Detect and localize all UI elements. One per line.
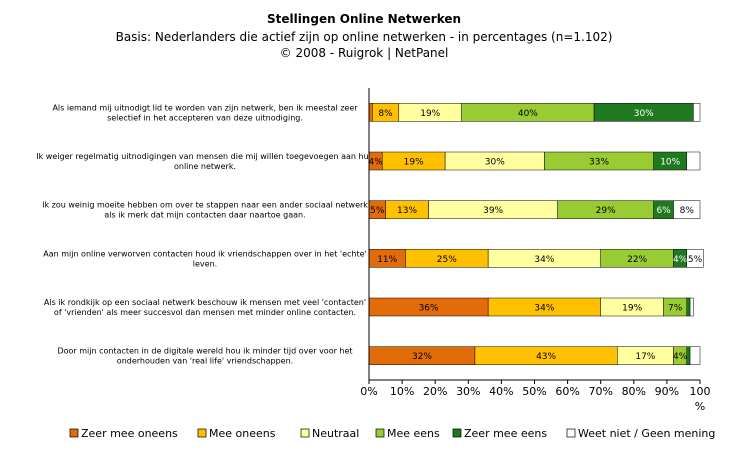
data-label: 29% [596, 206, 616, 216]
data-label: 32% [412, 352, 432, 362]
data-label: 6% [656, 206, 671, 216]
legend-label: Zeer mee eens [464, 427, 547, 440]
legend-label: Mee oneens [209, 427, 276, 440]
legend: Zeer mee oneens Mee oneens Neutraal Mee een… [69, 427, 715, 440]
x-tick-label: 50% [522, 385, 546, 398]
bar-segment [689, 346, 701, 365]
data-label: 34% [534, 255, 554, 265]
category-label: Als ik rondkijk op een sociaal netwerk b… [44, 298, 366, 317]
bar-segment [689, 297, 694, 317]
chart-title: Stellingen Online Netwerken [267, 12, 461, 26]
category-label: Als iemand mij uitnodigt lid te worden v… [52, 103, 358, 122]
x-tick-label: 10% [390, 385, 414, 398]
x-tick-label: 100 [690, 385, 711, 398]
x-tick-label: 90% [655, 385, 679, 398]
x-tick-label: 30% [456, 385, 480, 398]
chart-source: © 2008 - Ruigrok | NetPanel [280, 46, 449, 60]
legend-swatch [452, 428, 462, 438]
legend-swatch [566, 428, 576, 438]
category-label: Door mijn contacten in de digitale werel… [57, 347, 352, 366]
category-label: Ik zou weinig moeite hebben om over te s… [42, 201, 368, 220]
legend-label: Mee eens [387, 427, 440, 440]
legend-swatch [300, 428, 310, 438]
data-label: 25% [437, 255, 457, 265]
x-tick-label: 40% [489, 385, 513, 398]
data-label: 39% [483, 206, 503, 216]
data-label: 30% [485, 158, 505, 168]
plot-area: Als iemand mij uitnodigt lid te worden v… [36, 88, 711, 413]
bar-segment [686, 151, 701, 171]
data-label: 10% [660, 158, 680, 168]
data-label: 19% [622, 304, 642, 314]
data-label: 8% [378, 109, 393, 119]
bar-segment [673, 200, 701, 219]
data-label: 43% [536, 352, 556, 362]
legend-label: Neutraal [312, 427, 359, 440]
chart-subtitle: Basis: Nederlanders die actief zijn op o… [116, 30, 613, 44]
legend-label: Weet niet / Geen mening [578, 427, 715, 440]
data-label: 11% [377, 255, 397, 265]
data-label: 40% [518, 109, 538, 119]
data-label: 5% [688, 255, 703, 265]
bar-segment [686, 249, 704, 268]
data-label: 4% [673, 255, 688, 265]
data-label: 4% [673, 352, 688, 362]
data-label: 7% [668, 304, 683, 314]
x-tick-label: 0% [360, 385, 377, 398]
legend-label: Zeer mee oneens [81, 427, 178, 440]
data-label: 19% [420, 109, 440, 119]
x-unit-label: % [695, 400, 705, 413]
category-label: Ik weiger regelmatig uitnodigingen van m… [36, 152, 373, 171]
bar-segment [686, 346, 691, 365]
category-label: Aan mijn online verworven contacten houd… [43, 249, 367, 268]
bar-segment [693, 103, 701, 122]
x-tick-label: 60% [555, 385, 579, 398]
data-label: 30% [634, 109, 654, 119]
x-tick-label: 20% [423, 385, 447, 398]
legend-swatch [375, 428, 385, 438]
legend-swatch [197, 428, 207, 438]
legend-swatch [69, 428, 79, 438]
x-tick-label: 80% [622, 385, 646, 398]
data-label: 34% [534, 304, 554, 314]
data-label: 36% [419, 304, 439, 314]
data-label: 19% [404, 158, 424, 168]
data-label: 5% [370, 206, 385, 216]
data-label: 22% [627, 255, 647, 265]
data-label: 33% [589, 158, 609, 168]
bar-segment [686, 297, 691, 317]
x-tick-label: 70% [588, 385, 612, 398]
data-label: 17% [635, 352, 655, 362]
data-label: 8% [680, 206, 695, 216]
data-label: 13% [397, 206, 417, 216]
data-label: 4% [368, 158, 383, 168]
